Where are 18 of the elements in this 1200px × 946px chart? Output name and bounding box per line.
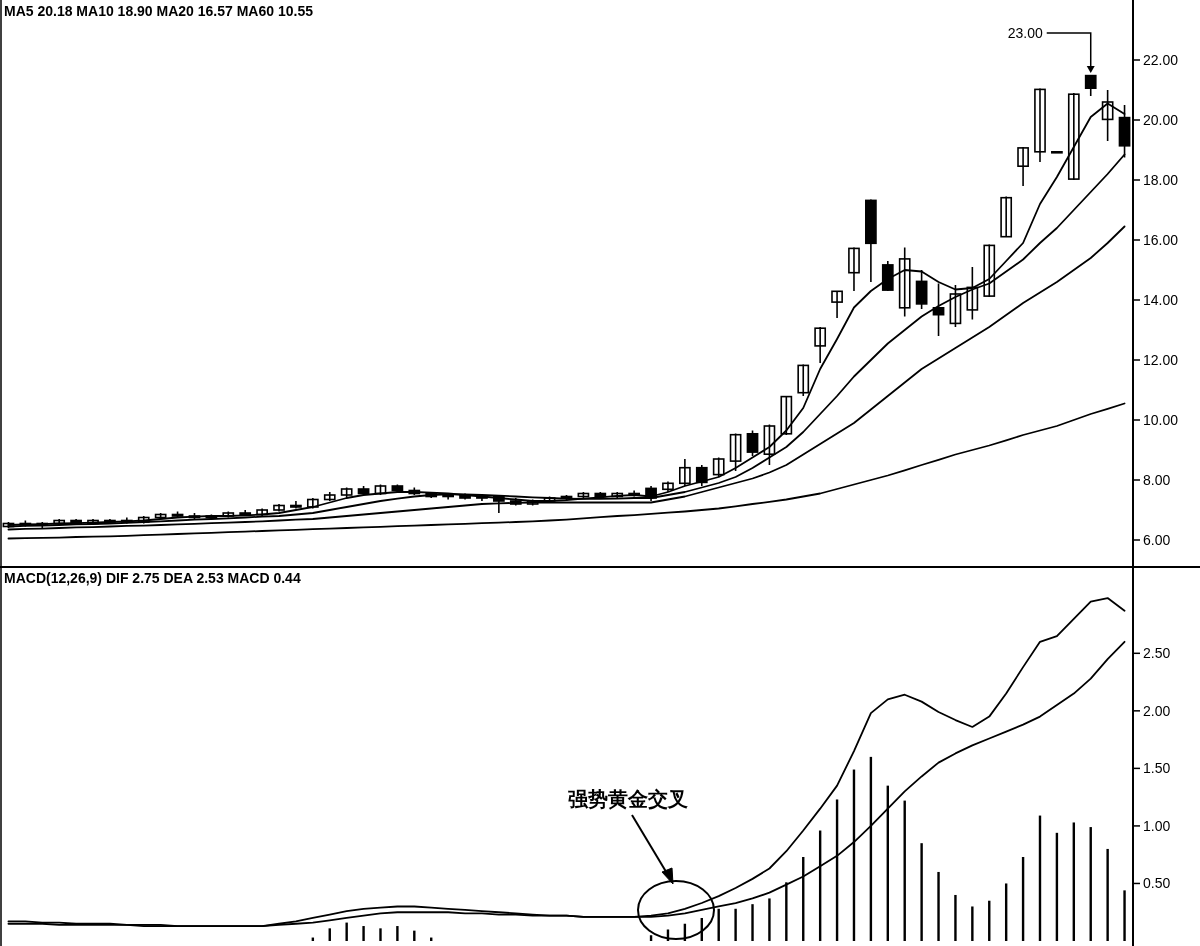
y-tick-label: 18.00 <box>1143 172 1179 188</box>
y-tick-label: 2.00 <box>1143 702 1171 719</box>
y-tick-label: 2.50 <box>1143 645 1171 662</box>
y-tick-label: 12.00 <box>1143 352 1179 368</box>
chart-title: MA5 20.18 MA10 18.90 MA20 16.57 MA60 10.55 <box>4 3 314 19</box>
chart-title: MACD(12,26,9) DIF 2.75 DEA 2.53 MACD 0.44 <box>4 570 301 586</box>
y-tick-label: 14.00 <box>1143 292 1179 308</box>
y-tick-label: 6.00 <box>1143 532 1171 548</box>
y-tick-label: 16.00 <box>1143 232 1179 248</box>
annotation: 强势黄金交叉 <box>568 788 688 810</box>
y-tick-label: 10.00 <box>1143 412 1179 428</box>
y-tick-label: 0.50 <box>1143 875 1171 892</box>
y-tick-label: 1.00 <box>1143 817 1171 834</box>
y-tick-label: 22.00 <box>1143 52 1179 68</box>
annotation: 23.00 <box>1007 25 1043 41</box>
y-tick-label: 1.50 <box>1143 760 1171 777</box>
y-tick-label: 8.00 <box>1143 472 1171 488</box>
y-tick-label: 20.00 <box>1143 112 1179 128</box>
